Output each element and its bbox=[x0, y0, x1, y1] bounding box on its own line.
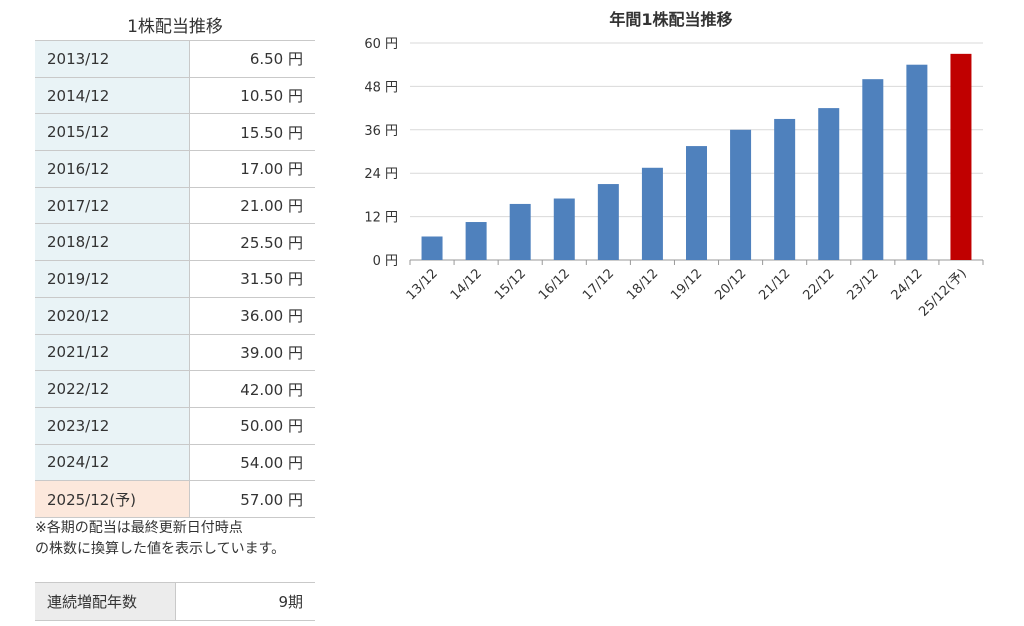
dividend-row: 2022/12 42.00 円 bbox=[35, 370, 315, 408]
dividend-period: 2017/12 bbox=[35, 187, 190, 225]
dividend-table: 2013/12 6.50 円 2014/12 10.50 円 2015/12 15.50 … bbox=[35, 40, 315, 518]
dividend-period: 2021/12 bbox=[35, 334, 190, 372]
dividend-amount: 57.00 円 bbox=[189, 480, 315, 518]
dividend-period: 2015/12 bbox=[35, 113, 190, 152]
dividend-period: 2025/12(予) bbox=[35, 480, 190, 518]
note-line-1: ※各期の配当は最終更新日付時点 bbox=[35, 520, 243, 536]
dividend-row: 2020/12 36.00 円 bbox=[35, 297, 315, 335]
dividend-amount: 10.50 円 bbox=[189, 77, 315, 115]
dividend-amount: 15.50 円 bbox=[189, 113, 315, 152]
dividend-period: 2019/12 bbox=[35, 260, 190, 298]
dividend-amount: 17.00 円 bbox=[189, 150, 315, 188]
y-tick-label: 48 円 bbox=[364, 80, 398, 95]
dividend-period: 2022/12 bbox=[35, 370, 190, 408]
bar bbox=[641, 167, 663, 260]
y-tick-label: 24 円 bbox=[364, 167, 398, 182]
bar bbox=[421, 236, 443, 260]
chart-x-ticks: 13/12 14/12 15/12 16/12 17/12 18/12 19/12 20/12… bbox=[404, 266, 970, 319]
streak-value: 9期 bbox=[175, 582, 315, 621]
bar bbox=[906, 64, 928, 260]
dividend-period: 2016/12 bbox=[35, 150, 190, 188]
dividend-chart: 年間1株配当推移 0 円 12 円 24 円 36 円 48 円 60 円 13/12 14… bbox=[364, 10, 984, 320]
x-tick-label: 15/12 bbox=[492, 266, 529, 303]
bar bbox=[465, 222, 487, 260]
chart-bars bbox=[421, 53, 972, 261]
bar bbox=[774, 118, 796, 260]
x-tick-label: 23/12 bbox=[845, 266, 882, 303]
bar bbox=[862, 79, 884, 261]
x-tick-label: 16/12 bbox=[536, 266, 573, 303]
dividend-period: 2020/12 bbox=[35, 297, 190, 335]
dividend-period: 2013/12 bbox=[35, 40, 190, 78]
dividend-amount: 21.00 円 bbox=[189, 187, 315, 225]
dividend-amount: 31.50 円 bbox=[189, 260, 315, 298]
dividend-amount: 50.00 円 bbox=[189, 407, 315, 445]
chart-title: 年間1株配当推移 bbox=[609, 10, 732, 29]
streak-row: 連続増配年数 9期 bbox=[35, 582, 315, 621]
dividend-period: 2018/12 bbox=[35, 223, 190, 262]
dividend-amount: 54.00 円 bbox=[189, 444, 315, 482]
dividend-note: ※各期の配当は最終更新日付時点 の株数に換算した値を表示しています。 bbox=[35, 518, 335, 560]
y-tick-label: 12 円 bbox=[364, 211, 398, 226]
dividend-period: 2023/12 bbox=[35, 407, 190, 445]
y-tick-label: 60 円 bbox=[364, 37, 398, 52]
x-tick-label: 13/12 bbox=[404, 266, 441, 303]
x-tick-label: 18/12 bbox=[624, 266, 661, 303]
dividend-amount: 6.50 円 bbox=[189, 40, 315, 78]
dividend-row: 2023/12 50.00 円 bbox=[35, 407, 315, 445]
bar bbox=[686, 146, 707, 260]
x-tick-label: 21/12 bbox=[756, 266, 793, 303]
dividend-row: 2018/12 25.50 円 bbox=[35, 223, 315, 262]
streak-label: 連続増配年数 bbox=[35, 582, 176, 621]
x-tick-label: 20/12 bbox=[712, 266, 749, 303]
dividend-row: 2013/12 6.50 円 bbox=[35, 40, 315, 78]
dividend-row: 2019/12 31.50 円 bbox=[35, 260, 315, 298]
bar bbox=[597, 184, 619, 260]
dividend-amount: 39.00 円 bbox=[189, 334, 315, 372]
x-tick-label: 22/12 bbox=[800, 266, 837, 303]
x-tick-label: 14/12 bbox=[448, 266, 485, 303]
dividend-table-title: 1株配当推移 bbox=[127, 17, 223, 37]
dividend-row: 2016/12 17.00 円 bbox=[35, 150, 315, 188]
dividend-period: 2014/12 bbox=[35, 77, 190, 115]
dividend-period: 2024/12 bbox=[35, 444, 190, 482]
bar bbox=[950, 53, 972, 260]
dividend-amount: 42.00 円 bbox=[189, 370, 315, 408]
dividend-row: 2017/12 21.00 円 bbox=[35, 187, 315, 225]
dividend-row: 2014/12 10.50 円 bbox=[35, 77, 315, 115]
dividend-row: 2021/12 39.00 円 bbox=[35, 334, 315, 372]
x-tick-label: 24/12 bbox=[889, 266, 926, 303]
dividend-amount: 36.00 円 bbox=[189, 297, 315, 335]
bar bbox=[730, 129, 752, 260]
note-line-2: の株数に換算した値を表示しています。 bbox=[35, 541, 286, 557]
chart-y-ticks: 0 円 12 円 24 円 36 円 48 円 60 円 bbox=[364, 37, 398, 269]
dividend-row: 2024/12 54.00 円 bbox=[35, 444, 315, 482]
x-tick-label: 19/12 bbox=[668, 266, 705, 303]
dividend-row: 2015/12 15.50 円 bbox=[35, 113, 315, 152]
bar bbox=[509, 203, 531, 260]
streak-table: 連続増配年数 9期 bbox=[35, 582, 315, 621]
dividend-amount: 25.50 円 bbox=[189, 223, 315, 262]
x-tick-label: 17/12 bbox=[580, 266, 617, 303]
y-tick-label: 0 円 bbox=[373, 254, 398, 269]
x-tick-label: 25/12(予) bbox=[916, 266, 969, 319]
bar bbox=[818, 108, 840, 260]
dividend-row: 2025/12(予) 57.00 円 bbox=[35, 480, 315, 518]
bar bbox=[553, 198, 575, 260]
y-tick-label: 36 円 bbox=[364, 124, 398, 139]
